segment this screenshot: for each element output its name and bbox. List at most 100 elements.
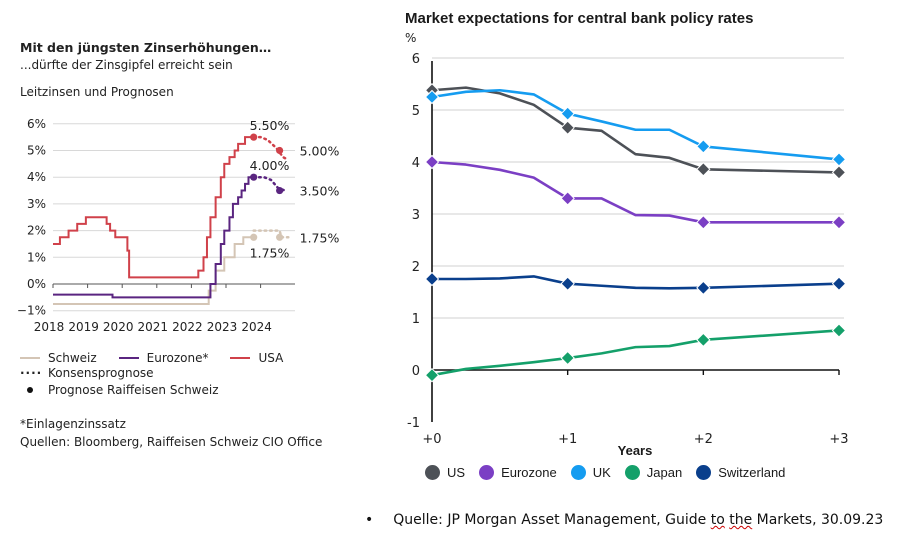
legend-item-eurozone-r: Eurozone — [479, 465, 557, 480]
x-tick-label: 2021 — [138, 320, 169, 334]
data-point-japan — [560, 350, 575, 366]
raiffeisen-forecast-point — [276, 233, 284, 241]
legend-item-uk: UK — [570, 465, 611, 480]
left-chart-subtitle: ...dürfte der Zinsgipfel erreicht sein — [20, 58, 233, 72]
note-einlagenzinssatz: *Einlagenzinssatz — [20, 417, 126, 431]
raiffeisen-forecast-point — [250, 173, 258, 181]
right-y-unit: % — [405, 31, 417, 45]
legend-item-usa: USA — [230, 351, 283, 365]
y-tick-label: 3 — [412, 208, 420, 223]
data-point-switzerland — [424, 271, 440, 287]
y-tick-label: 0% — [27, 277, 46, 291]
consensus-forecast-line — [252, 135, 290, 162]
x-tick-label: 2019 — [68, 320, 99, 334]
legend-label-konsens: Konsensprognose — [48, 365, 154, 380]
legend-dot-eurozone — [479, 465, 495, 480]
data-point-eurozone — [424, 154, 440, 170]
x-tick-label: +1 — [558, 432, 577, 445]
source-footnote: • Quelle: JP Morgan Asset Management, Gui… — [365, 512, 883, 528]
y-tick-label: 2% — [27, 224, 46, 238]
series-line-usa — [53, 136, 254, 279]
data-point-us — [696, 162, 711, 177]
data-label: 1.75% — [250, 246, 290, 261]
legend-label-raiffeisen: Prognose Raiffeisen Schweiz — [48, 382, 219, 397]
footnote-text-prefix: Quelle: JP Morgan Asset Management, Guid… — [393, 512, 711, 528]
x-tick-label: 2023 — [207, 320, 238, 334]
y-tick-label: 2 — [412, 260, 420, 275]
legend-label-japan: Japan — [646, 465, 683, 480]
y-tick-label: 1 — [412, 312, 420, 327]
data-point-switzerland — [696, 280, 711, 296]
series-line-uk — [431, 88, 840, 161]
spellcheck-word-to: to — [710, 512, 725, 528]
series-line-schweiz — [53, 236, 254, 306]
data-point-eurozone — [560, 191, 575, 206]
raiffeisen-forecast-point — [250, 233, 258, 241]
note-sources: Quellen: Bloomberg, Raiffeisen Schweiz C… — [20, 435, 323, 449]
left-series — [53, 133, 290, 306]
y-tick-label: 5% — [27, 144, 46, 158]
y-tick-label: 6 — [412, 52, 420, 67]
data-point-uk — [831, 152, 847, 167]
data-label: 3.50% — [300, 184, 340, 199]
right-legend: US Eurozone UK Japan Switzerland — [425, 465, 799, 480]
legend-swatch-schweiz — [20, 356, 40, 359]
right-chart-title: Market expectations for central bank pol… — [405, 10, 754, 27]
legend-item-switzerland: Switzerland — [696, 465, 785, 480]
dot-icon — [20, 386, 40, 393]
y-tick-label: 6% — [27, 117, 46, 131]
y-tick-label: -1 — [407, 416, 420, 431]
x-tick-label: 2022 — [172, 320, 203, 334]
data-point-uk — [560, 106, 575, 121]
footnote-text-suffix: Markets, 30.09.23 — [752, 512, 884, 528]
left-chart-axis-caption: Leitzinsen und Prognosen — [20, 85, 174, 99]
spellcheck-word-the: the — [729, 512, 753, 528]
data-label: 5.00% — [300, 144, 340, 159]
legend-item-schweiz: Schweiz — [20, 351, 97, 365]
legend-dot-us — [425, 465, 440, 480]
left-chart: 6%5%4%3%2%1%0%−1% 2018 2019 2020 2021 2022 20… — [17, 117, 340, 334]
legend-label-us: US — [447, 465, 466, 480]
data-point-japan — [831, 323, 847, 338]
x-tick-label: +2 — [694, 432, 713, 445]
consensus-forecast-line — [252, 229, 290, 239]
x-tick-label: 2018 — [34, 320, 65, 334]
y-tick-label: 3% — [27, 197, 46, 211]
data-point-switzerland — [831, 276, 847, 291]
data-label: 4.00% — [250, 158, 290, 173]
legend-dot-switzerland — [696, 465, 712, 480]
series-line-eurozone — [53, 176, 254, 299]
data-point-japan — [424, 367, 440, 383]
y-tick-label: 5 — [412, 104, 420, 119]
y-tick-label: −1% — [17, 304, 46, 318]
data-point-switzerland — [560, 276, 575, 291]
raiffeisen-forecast-point — [276, 186, 284, 195]
y-tick-label: 1% — [27, 250, 46, 264]
legend-label-uk: UK — [592, 465, 611, 480]
data-point-eurozone — [831, 215, 847, 230]
left-chart-title: Mit den jüngsten Zinserhöhungen… — [20, 40, 272, 55]
right-chart: 6 5 4 3 2 1 0 -1 +0 +1 +2 +3 — [407, 52, 849, 445]
y-tick-label: 0 — [412, 364, 420, 379]
data-point-us — [831, 165, 847, 180]
y-tick-label: 4 — [412, 156, 420, 171]
series-line-japan — [431, 329, 840, 377]
left-notes: *Einlagenzinssatz Quellen: Bloomberg, Ra… — [20, 415, 322, 451]
right-x-ticks: +0 +1 +2 +3 — [422, 432, 848, 445]
x-tick-label: +3 — [829, 432, 848, 445]
legend-item-eurozone: Eurozone* — [118, 351, 208, 365]
x-tick-label: 2020 — [103, 320, 134, 334]
legend-item-japan: Japan — [624, 465, 683, 480]
right-y-ticks: 6 5 4 3 2 1 0 -1 — [407, 52, 420, 431]
data-point-uk — [696, 139, 711, 154]
legend-dot-uk — [570, 465, 586, 480]
bullet: • — [365, 512, 374, 528]
legend-label-usa: USA — [258, 350, 284, 365]
left-y-ticks: 6% 5% 4% 3% 2% 1% 0% −1% — [17, 117, 46, 318]
left-x-ticks: 2018 2019 2020 2021 2022 2023 2024 — [34, 320, 272, 334]
consensus-forecast-line — [252, 175, 287, 192]
data-point-japan — [696, 332, 711, 348]
legend-label-schweiz: Schweiz — [48, 350, 97, 365]
legend-label-switzerland: Switzerland — [718, 465, 786, 480]
data-point-uk — [424, 89, 440, 105]
